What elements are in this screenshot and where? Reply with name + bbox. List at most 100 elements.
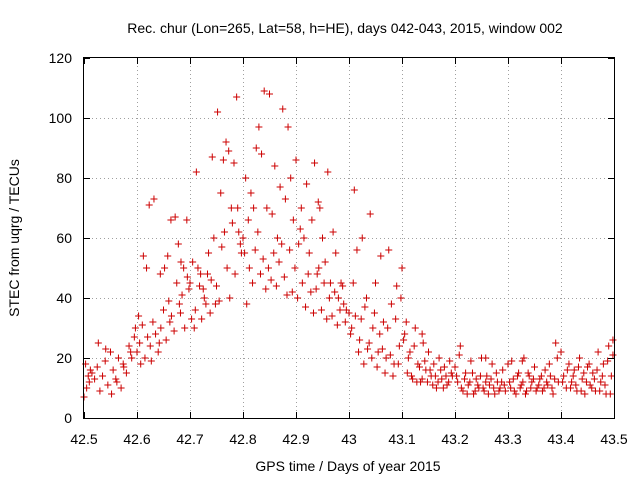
data-point (164, 252, 172, 260)
data-point (572, 381, 580, 389)
data-point (177, 258, 185, 266)
data-point (401, 330, 409, 338)
data-point (247, 189, 255, 197)
data-points (80, 87, 617, 401)
data-point (366, 210, 374, 218)
x-tick-label: 43.5 (600, 431, 627, 447)
y-tick-label: 120 (49, 50, 73, 66)
data-point (91, 375, 99, 383)
data-point (517, 381, 525, 389)
data-point (415, 363, 423, 371)
data-point (122, 369, 130, 377)
data-point (519, 378, 527, 386)
data-point (102, 345, 110, 353)
data-point (296, 225, 304, 233)
data-point (504, 360, 512, 368)
data-point (260, 87, 268, 95)
data-point (453, 372, 461, 380)
data-point (191, 306, 199, 314)
data-point (96, 387, 104, 395)
data-point (188, 315, 196, 323)
data-point (385, 246, 393, 254)
plot-frame (83, 57, 615, 419)
data-point (480, 387, 488, 395)
data-point (402, 318, 410, 326)
data-point (455, 351, 463, 359)
data-point (491, 390, 499, 398)
data-point (507, 384, 515, 392)
data-point (146, 342, 154, 350)
data-point (252, 144, 260, 152)
data-point (355, 348, 363, 356)
data-point (570, 366, 578, 374)
data-point (565, 360, 573, 368)
data-point (259, 255, 267, 263)
data-point (410, 342, 418, 350)
y-tick-label: 40 (56, 290, 72, 306)
data-point (272, 282, 280, 290)
data-point (377, 252, 385, 260)
data-point (136, 339, 144, 347)
data-point (376, 330, 384, 338)
data-point (597, 378, 605, 386)
data-point (185, 285, 193, 293)
data-point (514, 372, 522, 380)
data-point (225, 147, 233, 155)
data-point (304, 270, 312, 278)
data-point (446, 357, 454, 365)
data-point (245, 264, 253, 272)
data-point (365, 339, 373, 347)
data-point (509, 375, 517, 383)
data-point (117, 384, 125, 392)
data-point (440, 363, 448, 371)
data-point (409, 375, 417, 383)
data-point (607, 372, 615, 380)
axis-ticks (84, 58, 615, 419)
data-point (360, 360, 368, 368)
data-point (423, 378, 431, 386)
data-point (85, 378, 93, 386)
data-point (559, 378, 567, 386)
data-point (242, 174, 250, 182)
data-point (560, 372, 568, 380)
data-point (525, 372, 533, 380)
data-point (88, 369, 96, 377)
data-point (131, 324, 139, 332)
data-point (454, 378, 462, 386)
data-point (281, 195, 289, 203)
data-point (408, 372, 416, 380)
data-point (250, 204, 258, 212)
data-point (218, 243, 226, 251)
data-point (305, 249, 313, 257)
data-point (543, 378, 551, 386)
data-point (84, 372, 92, 380)
data-point (541, 366, 549, 374)
data-point (598, 372, 606, 380)
data-point (286, 246, 294, 254)
data-point (373, 363, 381, 371)
data-point (520, 354, 528, 362)
data-point (387, 300, 395, 308)
data-point (205, 249, 213, 257)
data-point (273, 234, 281, 242)
data-point (370, 309, 378, 317)
y-axis-label: STEC from uqrg / TECUs (6, 159, 22, 317)
y-tick-label: 60 (56, 230, 72, 246)
data-point (358, 234, 366, 242)
data-point (251, 246, 259, 254)
data-point (474, 381, 482, 389)
data-point (108, 390, 116, 398)
data-point (601, 381, 609, 389)
data-point (288, 288, 296, 296)
data-point (329, 228, 337, 236)
data-point (125, 342, 133, 350)
x-tick-label: 42.6 (123, 431, 150, 447)
data-point (211, 300, 219, 308)
data-point (144, 333, 152, 341)
data-point (135, 312, 143, 320)
data-point (312, 285, 320, 293)
data-point (499, 366, 507, 374)
data-point (521, 390, 529, 398)
data-point (577, 387, 585, 395)
data-point (213, 282, 220, 290)
